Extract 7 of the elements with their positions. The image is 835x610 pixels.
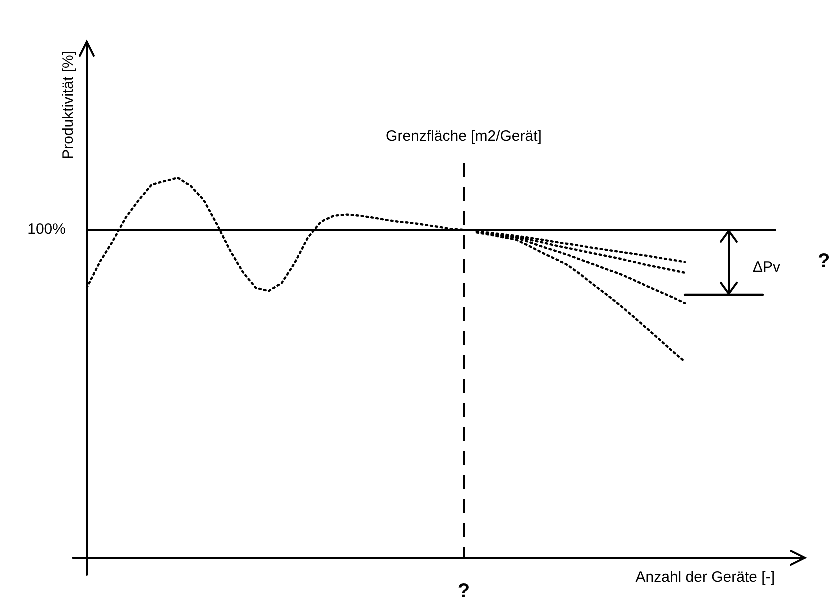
x-axis-title: Anzahl der Geräte [-] — [636, 569, 775, 586]
y-axis-title: Produktivität [%] — [60, 51, 78, 160]
text: 100% — [28, 221, 66, 238]
text: Grenzfläche [m2/Gerät] — [386, 128, 542, 146]
text: ? — [458, 580, 470, 603]
text: ? — [818, 250, 830, 273]
annotation: ΔPv — [753, 259, 782, 276]
